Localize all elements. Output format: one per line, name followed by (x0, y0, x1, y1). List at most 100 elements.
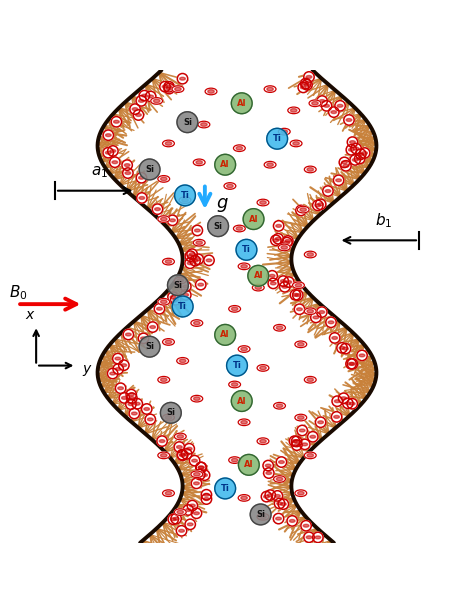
Ellipse shape (125, 172, 131, 175)
Circle shape (300, 439, 310, 449)
Ellipse shape (161, 177, 167, 181)
Circle shape (267, 128, 288, 149)
Ellipse shape (182, 199, 188, 202)
Ellipse shape (303, 82, 309, 85)
Ellipse shape (291, 109, 297, 112)
Ellipse shape (307, 167, 313, 171)
Ellipse shape (177, 510, 183, 514)
Ellipse shape (231, 307, 238, 311)
Ellipse shape (196, 241, 202, 245)
Ellipse shape (227, 184, 233, 188)
Circle shape (193, 254, 203, 264)
Ellipse shape (345, 402, 351, 405)
Ellipse shape (174, 509, 186, 516)
Text: Al: Al (254, 272, 263, 280)
Circle shape (274, 498, 285, 509)
Circle shape (344, 115, 354, 125)
Ellipse shape (281, 280, 286, 283)
Ellipse shape (191, 395, 203, 402)
Ellipse shape (292, 282, 304, 289)
Circle shape (118, 360, 129, 370)
Circle shape (313, 532, 323, 543)
Ellipse shape (282, 286, 288, 288)
Circle shape (139, 91, 150, 101)
Ellipse shape (180, 77, 185, 80)
Circle shape (142, 404, 152, 414)
Circle shape (127, 393, 137, 403)
Circle shape (204, 255, 214, 265)
Ellipse shape (273, 239, 279, 242)
Ellipse shape (190, 504, 195, 507)
Ellipse shape (304, 83, 310, 86)
Ellipse shape (161, 454, 167, 457)
Ellipse shape (260, 515, 266, 519)
Circle shape (215, 324, 236, 345)
Ellipse shape (187, 255, 193, 257)
Circle shape (184, 444, 194, 454)
Circle shape (145, 414, 155, 425)
Circle shape (321, 101, 332, 111)
Circle shape (138, 333, 149, 343)
Ellipse shape (236, 227, 243, 230)
Ellipse shape (260, 440, 266, 443)
Ellipse shape (135, 402, 140, 405)
Circle shape (290, 290, 301, 300)
Circle shape (160, 403, 181, 423)
Ellipse shape (332, 337, 337, 340)
Circle shape (160, 82, 170, 92)
Text: Si: Si (256, 510, 265, 519)
Ellipse shape (325, 189, 331, 192)
Ellipse shape (187, 523, 193, 526)
Ellipse shape (267, 163, 273, 167)
Text: $g$: $g$ (216, 196, 228, 214)
Ellipse shape (151, 97, 163, 104)
Circle shape (333, 175, 344, 186)
Circle shape (183, 505, 193, 515)
Ellipse shape (276, 224, 282, 227)
Circle shape (355, 153, 365, 164)
Ellipse shape (297, 308, 302, 311)
Circle shape (227, 355, 247, 376)
Circle shape (103, 130, 113, 140)
Ellipse shape (174, 433, 186, 440)
Ellipse shape (286, 281, 292, 283)
Ellipse shape (128, 393, 134, 396)
Circle shape (317, 96, 328, 106)
Ellipse shape (292, 440, 297, 443)
Circle shape (231, 390, 252, 411)
Ellipse shape (105, 134, 111, 137)
Ellipse shape (187, 262, 193, 265)
Circle shape (190, 256, 201, 266)
Circle shape (192, 225, 202, 235)
Ellipse shape (238, 263, 250, 270)
Circle shape (316, 199, 326, 210)
Text: $B_0$: $B_0$ (9, 283, 28, 302)
Circle shape (347, 137, 358, 147)
Ellipse shape (293, 142, 299, 145)
Ellipse shape (236, 147, 243, 150)
Ellipse shape (276, 404, 283, 408)
Ellipse shape (177, 279, 183, 283)
Ellipse shape (166, 87, 172, 90)
Circle shape (123, 329, 134, 340)
Ellipse shape (264, 161, 276, 168)
Ellipse shape (196, 161, 202, 164)
Ellipse shape (163, 414, 174, 421)
Ellipse shape (121, 364, 127, 367)
Circle shape (267, 270, 277, 281)
Ellipse shape (300, 429, 305, 432)
Circle shape (187, 249, 197, 259)
Ellipse shape (191, 471, 203, 478)
Circle shape (297, 425, 308, 436)
Ellipse shape (195, 257, 201, 261)
Circle shape (272, 491, 283, 501)
Circle shape (304, 532, 314, 543)
Ellipse shape (238, 419, 250, 425)
Circle shape (201, 494, 212, 504)
Ellipse shape (189, 253, 195, 256)
Circle shape (115, 383, 126, 394)
Ellipse shape (193, 240, 205, 246)
Ellipse shape (304, 166, 316, 173)
Circle shape (248, 265, 269, 286)
Ellipse shape (138, 177, 144, 179)
